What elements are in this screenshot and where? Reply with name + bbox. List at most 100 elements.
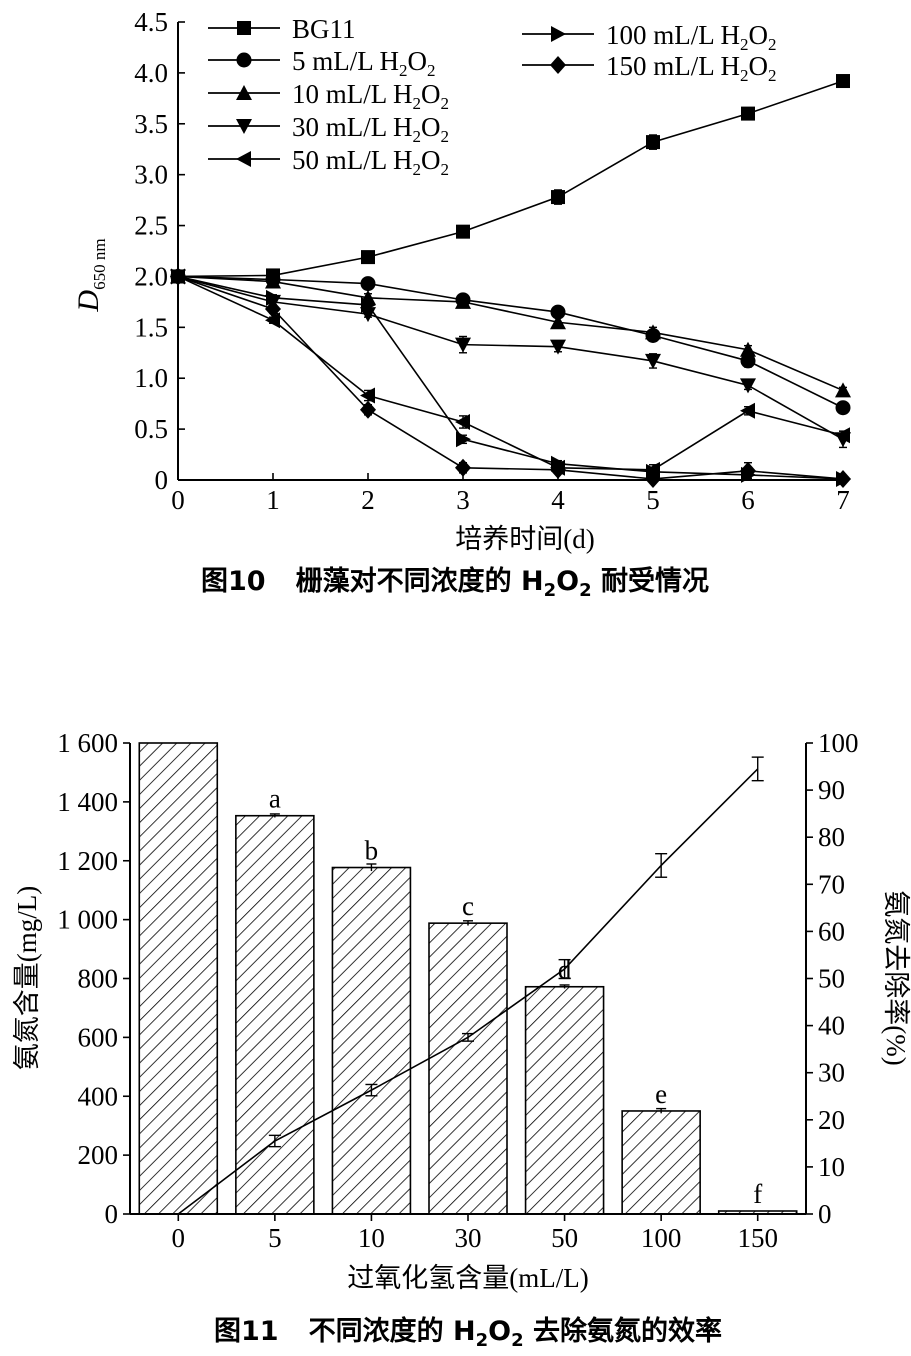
chart1-data-point [265,273,281,289]
chart2-caption-text-c: 去除氨氮的效率 [524,1315,722,1347]
chart1-data-point [835,469,851,488]
chart2-caption-sub-a: 2 [476,1330,489,1351]
chart1-legend-sub: 2 [441,160,450,179]
chart1-x-tick-label: 5 [646,485,660,515]
chart2-x-tick-label: 0 [172,1223,186,1253]
chart1-data-point [360,387,375,404]
chart1-legend-label: 50 mL/L H2O2 [292,145,449,179]
chart2-caption-text-b: O [488,1316,511,1347]
chart1-legend-label-main: 5 mL/L H [292,46,399,76]
chart1-y-axis-label-sub: 650 nm [90,238,109,289]
chart2-removal-line [177,756,764,1215]
chart2-caption-text-a: 不同浓度的 H [309,1315,476,1347]
chart2-significance-letter: a [269,784,281,814]
chart1-y-tick-label: 4.5 [134,7,168,37]
chart1-legend-label-tail: O [749,20,769,50]
chart1-y-tick-label: 3.5 [134,109,168,139]
chart2-caption-prefix: 图11 [214,1316,279,1347]
chart2-y-tick-label: 0 [105,1199,119,1229]
chart2-bar [621,1110,701,1215]
chart1-series-line [177,275,844,480]
chart2-y-tick-label: 800 [78,964,119,994]
chart1-legend-sub: 2 [441,127,450,146]
chart1-legend-sub: 2 [740,35,749,54]
chart1-caption: 图10 栅藻对不同浓度的 H2O2 耐受情况 [201,565,709,601]
chart1-legend-sub: 2 [768,35,777,54]
chart2-y2-tick-label: 0 [818,1199,832,1229]
chart1-series-1 [170,268,851,416]
chart1-data-point [170,267,186,286]
chart1-legend-sub: 2 [413,127,422,146]
chart2-y2-tick-label: 70 [818,869,845,899]
chart1-legend-label-main: 50 mL/L H [292,145,413,175]
chart1-data-point [455,337,471,353]
chart2-significance-letter: c [462,891,474,921]
chart2-y2-axis-label: 氨氮去除率(%) [881,890,911,1065]
chart1-legend-marker [236,119,252,134]
chart1-data-point [645,324,661,340]
chart1-legend-label-main: 30 mL/L H [292,112,413,142]
chart1-data-point [551,190,565,205]
chart1-data-point [740,353,756,369]
chart1-y-tick-label: 2.0 [134,261,168,291]
chart2-caption-sub-b: 2 [511,1330,524,1351]
chart1-legend-label-tail: O [421,112,441,142]
chart1-data-point [550,339,566,355]
chart1-legend-item: 50 mL/L H2O2 [208,145,449,179]
chart1-legend-label-tail: O [421,79,441,109]
chart1-data-point [740,402,755,419]
chart1-data-point [835,400,851,416]
chart1-caption-text-c: 耐受情况 [592,565,709,597]
chart1-series-2 [170,268,851,398]
chart1-series-line [177,275,844,471]
chart1-legend-item: 10 mL/L H2O2 [208,79,449,113]
chart2-y-tick-label: 1 200 [57,846,118,876]
chart1-series [170,74,851,488]
chart1-data-point [740,378,756,394]
chart1-y-tick-label: 4.0 [134,58,168,88]
chart1-legend-item: 150 mL/L H2O2 [522,51,777,85]
chart1-data-point [741,106,755,121]
chart1-legend-marker [236,85,252,100]
chart1-data-point [456,224,470,239]
chart1-legend-sub: 2 [413,94,422,113]
chart2-x-tick-label: 5 [268,1223,282,1253]
chart2-bar [428,922,508,1215]
chart1-legend-label-tail: O [749,51,769,81]
chart2-y2-tick-label: 30 [818,1058,845,1088]
chart1-y-tick-label: 3.0 [134,160,168,190]
chart2-x-tick-label: 100 [641,1223,682,1253]
chart1-x-tick-label: 0 [171,485,185,515]
chart1-data-point [265,312,280,329]
chart1-legend-marker [236,52,252,68]
chart2-significance-letter: f [753,1179,762,1209]
chart1-legend-marker [236,151,251,167]
chart1-x-tick-label: 4 [551,485,565,515]
chart1-data-point [361,296,376,313]
chart1-x-tick-label: 1 [266,485,280,515]
chart2-significance-letter: e [655,1079,667,1109]
chart1-x-tick-label: 6 [741,485,755,515]
chart2-bar [138,742,219,1215]
chart1-legend-sub: 2 [768,66,777,85]
chart1-legend-label: 10 mL/L H2O2 [292,79,449,113]
chart1-legend-label-tail: O [421,145,441,175]
chart1-legend-item: 5 mL/L H2O2 [208,46,436,80]
chart1-legend-item: 30 mL/L H2O2 [208,112,449,146]
chart1-caption-sub-b: 2 [579,580,592,601]
chart2-axes [123,742,813,1221]
chart1-y-axis-label: D650 nm [72,238,109,312]
chart1-y-tick-label: 0 [155,465,169,495]
chart1-caption-prefix: 图10 [201,566,266,597]
chart2-y-axis-label: 氨氮含量(mg/L) [12,886,42,1070]
chart1-y-tick-label: 2.5 [134,211,168,241]
chart2-x-tick-label: 50 [551,1223,578,1253]
chart2-caption: 图11 不同浓度的 H2O2 去除氨氮的效率 [214,1315,722,1351]
chart1-series-line [177,80,844,278]
chart2-y2-tick-label: 50 [818,964,845,994]
chart1-series-line [177,275,844,392]
